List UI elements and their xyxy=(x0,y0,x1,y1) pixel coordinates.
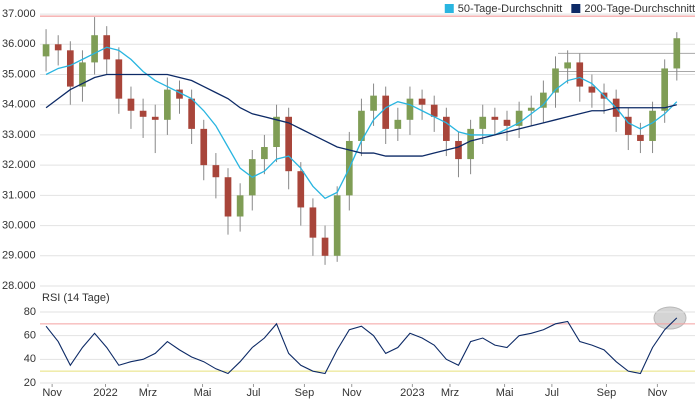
candle-body xyxy=(467,128,474,160)
x-tick-label: Sep xyxy=(295,387,315,399)
x-tick-label: Jul xyxy=(545,387,559,399)
candle-body xyxy=(418,98,426,105)
y-tick-label: 36.000 xyxy=(2,38,36,50)
candle-body xyxy=(91,35,98,63)
candle-body xyxy=(443,116,450,141)
legend-swatch xyxy=(444,4,454,13)
candle-body xyxy=(370,95,377,111)
candle-body xyxy=(673,38,681,69)
candle-body xyxy=(273,116,280,148)
legend-swatch xyxy=(571,4,581,13)
candle-body xyxy=(42,44,50,57)
y-tick-label: 33.000 xyxy=(2,129,36,141)
candle-body xyxy=(79,62,86,87)
candle-body xyxy=(624,116,632,135)
x-tick-label: Sep xyxy=(597,387,617,399)
candle-body xyxy=(261,147,268,160)
candle-body xyxy=(224,177,232,217)
candle-body xyxy=(200,128,208,166)
y-tick-label: 31.000 xyxy=(2,189,36,201)
x-tick-label: Mai xyxy=(496,387,514,399)
y-tick-label: 60 xyxy=(24,330,36,342)
candle-body xyxy=(309,207,317,238)
candle-body xyxy=(127,98,135,111)
candle-body xyxy=(540,92,547,108)
candle-body xyxy=(503,119,511,126)
x-tick-label: 2022 xyxy=(93,387,117,399)
candle-body xyxy=(637,134,644,141)
candle-body xyxy=(552,68,559,93)
moving-average-line xyxy=(45,46,678,200)
highlight xyxy=(653,306,687,330)
candle-body xyxy=(430,104,438,117)
y-tick-label: 20 xyxy=(24,377,36,389)
y-tick-label: 32.000 xyxy=(2,159,36,171)
x-tick-label: Nov xyxy=(342,387,362,399)
y-tick-label: 28.000 xyxy=(2,280,36,292)
candle-body xyxy=(358,110,365,141)
candle-body xyxy=(649,110,656,141)
rsi-label: RSI (14 Tage) xyxy=(42,292,110,304)
candle-body xyxy=(54,44,62,51)
candle-body xyxy=(176,89,183,99)
candle-body xyxy=(188,98,195,129)
candle-body xyxy=(576,62,584,87)
candle-body xyxy=(382,95,390,129)
y-tick-label: 30.000 xyxy=(2,219,36,231)
candle-body xyxy=(115,59,123,99)
candle-body xyxy=(164,89,171,120)
x-tick-label: Nov xyxy=(42,387,62,399)
y-tick-label: 40 xyxy=(24,353,36,365)
y-tick-label: 37.000 xyxy=(2,8,36,20)
candle-body xyxy=(661,68,669,111)
x-tick-label: 2023 xyxy=(400,387,424,399)
candle-body xyxy=(515,110,523,126)
candle-body xyxy=(564,62,571,69)
candle-body xyxy=(151,116,159,120)
candle-body xyxy=(212,165,220,178)
legend-label: 50-Tage-Durchschnitt xyxy=(458,3,563,15)
candle-body xyxy=(297,171,305,208)
candle-body xyxy=(479,116,487,129)
y-tick-label: 35.000 xyxy=(2,68,36,80)
candle-body xyxy=(527,107,535,111)
candle-body xyxy=(236,195,244,217)
candle-body xyxy=(491,116,499,120)
x-tick-label: Nov xyxy=(648,387,668,399)
rsi-line xyxy=(45,317,678,375)
moving-average-line xyxy=(45,73,677,157)
y-tick-label: 29.000 xyxy=(2,250,36,262)
candle-body xyxy=(333,195,341,256)
x-tick-label: Mrz xyxy=(441,387,459,399)
candle-body xyxy=(406,98,414,120)
x-tick-label: Mai xyxy=(194,387,212,399)
candle-body xyxy=(455,140,462,160)
candle-body xyxy=(285,116,292,172)
x-tick-label: Mrz xyxy=(139,387,157,399)
x-tick-label: Jul xyxy=(246,387,260,399)
candle-body xyxy=(321,237,329,256)
candle-body xyxy=(588,86,596,93)
legend-label: 200-Tage-Durchschnitt xyxy=(584,3,695,15)
y-tick-label: 34.000 xyxy=(2,99,36,111)
candle-body xyxy=(394,119,402,129)
y-tick-label: 80 xyxy=(24,306,36,318)
candle-body xyxy=(139,110,147,117)
candle-body xyxy=(66,50,74,87)
